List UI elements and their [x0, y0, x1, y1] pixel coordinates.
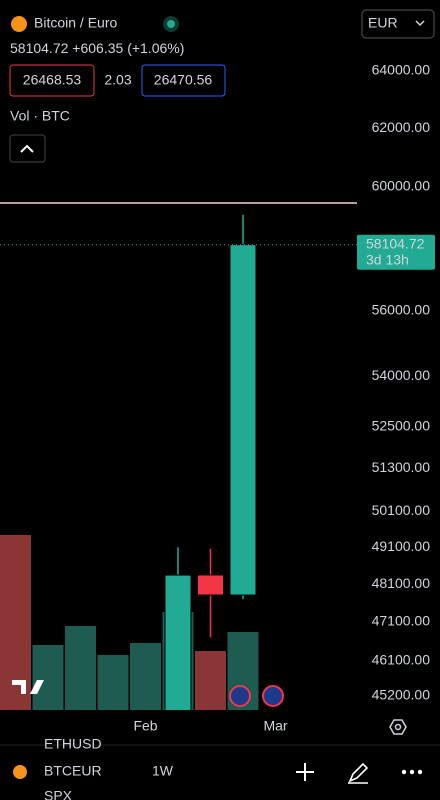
coin-icon	[13, 765, 27, 779]
x-tick-label: Mar	[263, 718, 287, 734]
y-tick-label: 56000.00	[372, 302, 431, 318]
footer-symbol[interactable]: BTCEUR	[44, 763, 102, 779]
market-status-dot	[167, 20, 175, 28]
volume-bar	[32, 645, 64, 710]
y-tick-label: 62000.00	[372, 119, 431, 135]
symbol-title[interactable]: Bitcoin / Euro	[34, 15, 117, 31]
coin-icon	[11, 16, 27, 32]
y-tick-label: 50100.00	[372, 502, 431, 518]
candle-body	[164, 574, 192, 710]
collapse-icon	[20, 144, 34, 153]
price-axis: 64000.00 62000.00 60000.00 56000.00 54000.00…	[372, 62, 431, 703]
last-price-tag	[357, 234, 435, 270]
spread: 2.03	[104, 72, 131, 88]
change: +606.35	[72, 40, 123, 56]
y-tick-label: 64000.00	[372, 62, 431, 78]
y-tick-label: 49100.00	[372, 538, 431, 554]
volume-bar	[195, 651, 226, 710]
candle-body	[197, 574, 224, 596]
ghost-symbol: SPX	[44, 788, 73, 800]
draw-button[interactable]	[348, 762, 369, 784]
countdown: 3d 13h	[366, 251, 409, 267]
y-tick-label: 60000.00	[372, 178, 431, 194]
change-pct: (+1.06%)	[127, 40, 184, 56]
currency-select[interactable]	[361, 9, 435, 39]
settings-icon[interactable]	[389, 719, 407, 735]
last-price-label: 58104.72	[366, 235, 425, 251]
event-icon[interactable]	[262, 685, 284, 707]
volume-bar	[97, 655, 129, 710]
dropdown-arrow	[415, 20, 425, 27]
volume-bar	[130, 643, 161, 710]
ghost-symbol: ETHUSD	[44, 736, 102, 752]
y-tick-label: 45200.00	[372, 687, 431, 703]
y-tick-label: 52500.00	[372, 418, 431, 434]
plot-area	[0, 202, 357, 710]
tv-logo	[12, 680, 44, 694]
collapse-button[interactable]	[9, 134, 46, 163]
sell-button[interactable]	[9, 64, 95, 97]
more-button[interactable]	[401, 769, 423, 775]
add-button[interactable]	[296, 763, 314, 781]
y-tick-label: 54000.00	[372, 367, 431, 383]
volume-legend: Vol · BTC	[10, 108, 70, 124]
y-tick-label: 48100.00	[372, 575, 431, 591]
candle-body	[229, 244, 257, 596]
buy-price: 26470.56	[154, 72, 213, 88]
event-icon[interactable]	[229, 685, 251, 707]
price-line: 58104.72 +606.35 (+1.06%)	[10, 40, 184, 56]
currency: EUR	[368, 15, 398, 31]
event-icons	[229, 685, 284, 707]
volume-bar	[65, 626, 96, 710]
sell-price: 26468.53	[23, 72, 82, 88]
y-tick-label: 47100.00	[372, 613, 431, 629]
y-tick-label: 46100.00	[372, 651, 431, 667]
x-tick-label: Feb	[133, 718, 157, 734]
y-tick-label: 51300.00	[372, 459, 431, 475]
last-price: 58104.72	[10, 40, 69, 56]
buy-button[interactable]	[141, 64, 226, 97]
interval[interactable]: 1W	[152, 763, 174, 779]
